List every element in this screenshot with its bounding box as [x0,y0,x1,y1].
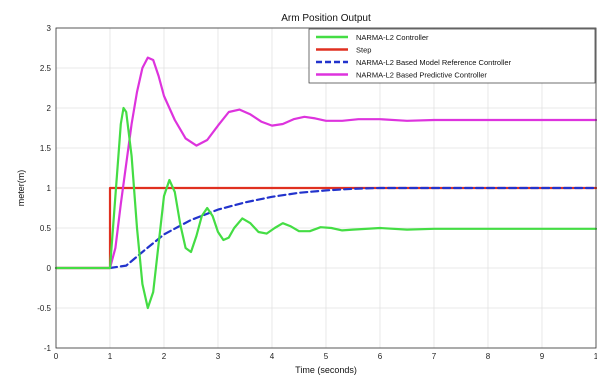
y-tick-label: 2 [47,104,52,113]
legend-label: NARMA-L2 Controller [356,33,429,42]
series-line-3 [54,56,597,270]
legend-label: Step [356,46,371,55]
y-tick-label: -1 [44,344,52,353]
x-tick-label: 7 [432,352,437,361]
x-tick-label: 4 [270,352,275,361]
x-tick-label: 1 [108,352,113,361]
series-layer [54,56,597,310]
plot-frame [55,27,597,349]
legend-label: NARMA-L2 Based Model Reference Controlle… [356,58,512,67]
x-tick-label: 3 [216,352,221,361]
legend: NARMA-L2 Controller Step NARMA-L2 Based Mo… [308,28,596,84]
series-line-2 [108,186,597,270]
y-tick-label: 1 [47,184,52,193]
x-tick-label: 9 [540,352,545,361]
series-line-0 [54,106,597,310]
y-tick-label: 3 [47,24,52,33]
legend-label: NARMA-L2 Based Predictive Controller [356,71,487,80]
y-tick-label: 1.5 [40,144,52,153]
x-tick-label: 5 [324,352,329,361]
y-tick-label: 2.5 [40,64,52,73]
x-tick-label: 8 [486,352,491,361]
x-tick-label: 1 [594,352,597,361]
chart-title: Arm Position Output [281,13,371,24]
x-tick-label: 2 [162,352,167,361]
y-tick-label: -0.5 [37,304,51,313]
x-axis-label: Time (seconds) [295,365,357,375]
y-tick-label: 0.5 [40,224,52,233]
x-tick-labels: 0 1 2 3 4 5 6 7 8 9 1 [54,352,597,361]
y-tick-label: 0 [47,264,52,273]
y-tick-labels: -1 -0.5 0 0.5 1 1.5 2 2.5 3 [37,24,51,353]
legend-box [308,28,596,84]
x-tick-label: 6 [378,352,383,361]
y-axis-label: meter(m) [16,170,26,207]
x-tick-label: 0 [54,352,59,361]
